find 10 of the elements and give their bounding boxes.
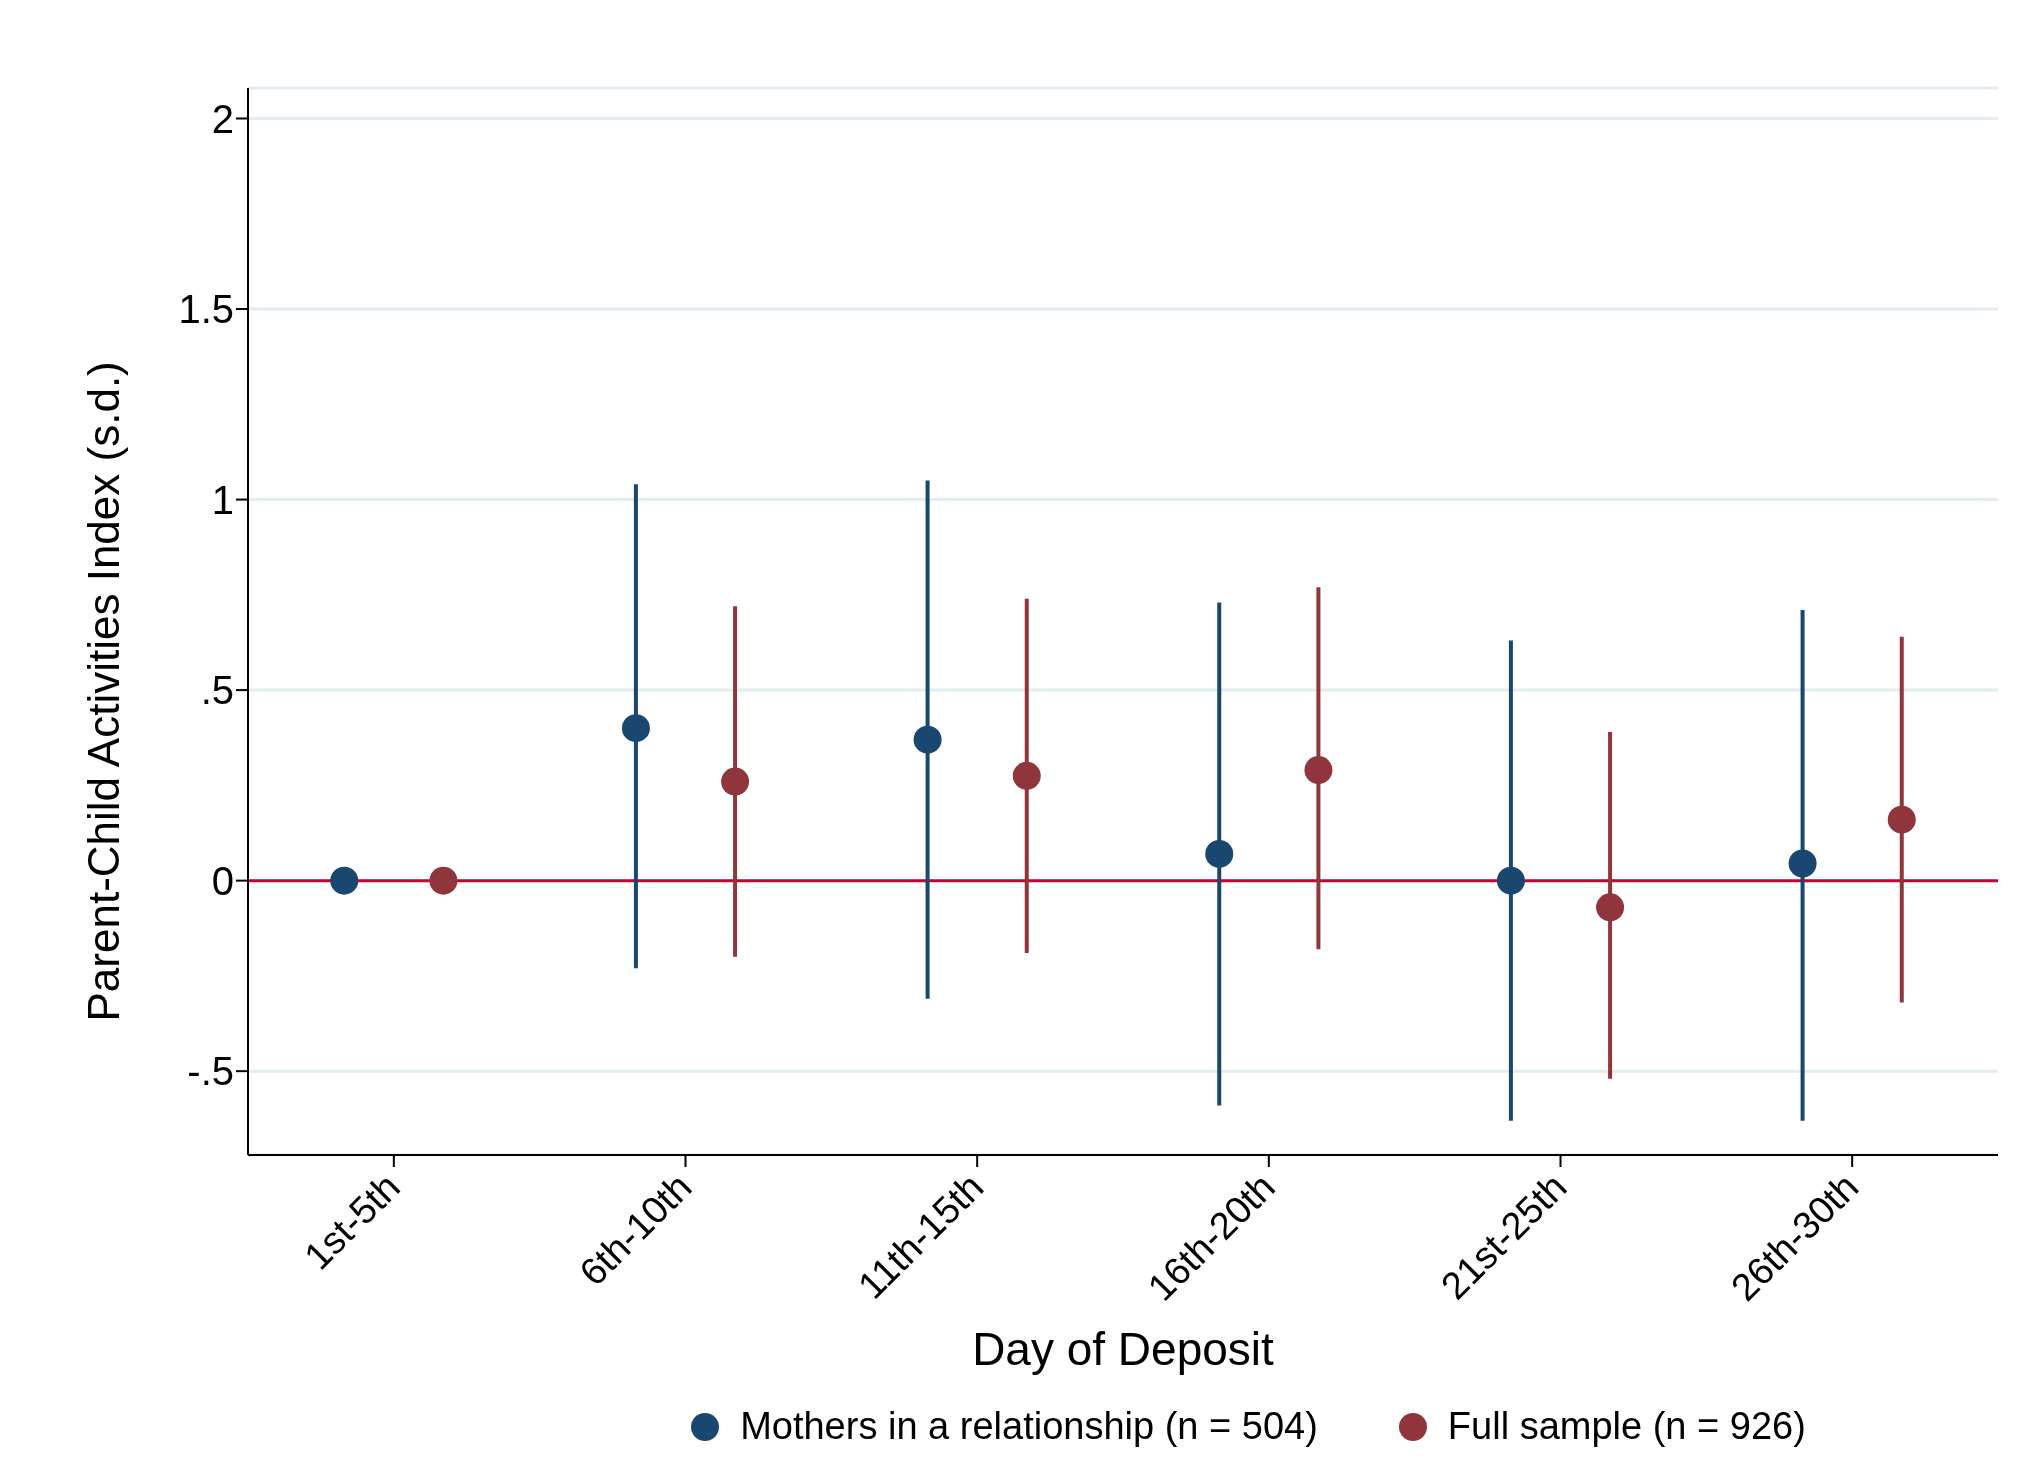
legend-label: Full sample (n = 926) (1447, 1405, 1806, 1448)
y-tick-label: 2 (211, 96, 234, 141)
x-axis-title: Day of Deposit (972, 1323, 1275, 1375)
y-axis-title: Parent-Child Activities Index (s.d.) (78, 361, 128, 1022)
y-tick-label: 0 (211, 858, 234, 903)
y-tick-label: 1.5 (178, 287, 234, 332)
y-tick-label: 1 (211, 477, 234, 522)
y-tick-label: -.5 (187, 1049, 234, 1094)
y-tick-label: .5 (200, 668, 234, 713)
legend-label: Mothers in a relationship (n = 504) (740, 1405, 1318, 1448)
